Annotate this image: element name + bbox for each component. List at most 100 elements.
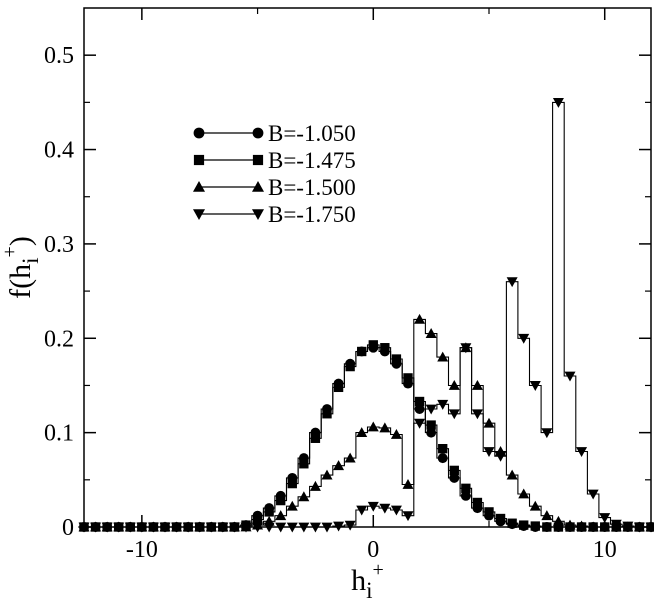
data-point: [576, 520, 588, 531]
data-point: [171, 522, 183, 533]
data-point: [286, 500, 298, 511]
data-point: [194, 522, 206, 533]
data-point: [344, 520, 356, 531]
legend-entry: B=-1.050: [193, 121, 356, 146]
y-tick-label: 0.2: [44, 326, 74, 352]
data-point: [298, 491, 310, 502]
legend-marker: [252, 209, 264, 220]
x-tick-label: -10: [126, 537, 158, 563]
data-point: [599, 521, 611, 532]
legend-label: B=-1.475: [268, 148, 356, 173]
data-point: [484, 507, 494, 517]
data-point: [553, 522, 564, 532]
legend-marker: [193, 127, 205, 139]
data-point: [576, 447, 588, 458]
data-point: [182, 522, 194, 533]
data-point: [356, 427, 368, 438]
data-point: [495, 513, 506, 524]
data-point: [217, 522, 229, 533]
data-point: [391, 354, 402, 364]
data-point: [159, 522, 171, 533]
data-point: [379, 503, 391, 514]
data-point: [344, 452, 356, 463]
data-point: [322, 409, 332, 419]
y-tick-label: 0.4: [44, 138, 74, 164]
series-line: [78, 101, 654, 528]
legend-marker: [193, 209, 205, 220]
data-point: [240, 522, 252, 533]
data-point: [472, 497, 483, 508]
data-point: [367, 421, 379, 432]
plot-frame: [83, 7, 652, 528]
data-point: [506, 277, 518, 288]
data-point: [333, 382, 344, 393]
data-point: [252, 514, 263, 525]
legend-marker: [252, 154, 264, 166]
data-point: [483, 417, 495, 428]
data-point: [275, 510, 287, 521]
series-layer: [78, 97, 654, 533]
data-point: [287, 478, 297, 489]
data-point: [390, 505, 402, 516]
data-point: [437, 399, 449, 410]
y-axis-title: f(hi+): [0, 236, 43, 299]
data-point: [518, 333, 530, 344]
data-point: [299, 459, 309, 469]
data-point: [357, 346, 367, 357]
y-tick-label: 0.3: [44, 232, 74, 258]
data-point: [587, 489, 599, 500]
data-point: [564, 371, 576, 382]
data-point: [507, 518, 517, 528]
data-point: [426, 420, 436, 430]
data-point: [437, 351, 449, 362]
data-point: [529, 500, 541, 511]
data-point: [426, 427, 437, 438]
data-point: [483, 447, 495, 458]
data-point: [403, 373, 413, 383]
data-point: [263, 522, 275, 533]
data-point: [448, 379, 460, 390]
ticks-layer: 0 0.1 0.2 0.3 0.4 0.5 -10 0 10: [44, 8, 651, 563]
data-point: [610, 519, 622, 530]
data-point: [449, 465, 459, 476]
data-point: [425, 404, 437, 415]
data-point: [448, 409, 460, 420]
data-point: [449, 472, 460, 483]
legend-marker: [193, 181, 205, 192]
series-circle: [78, 342, 654, 532]
data-point: [541, 510, 553, 521]
data-point: [622, 521, 634, 532]
data-point: [518, 488, 530, 499]
data-point: [529, 381, 541, 391]
data-point: [564, 519, 576, 530]
data-point: [345, 361, 355, 372]
data-point: [414, 404, 425, 414]
legend-marker: [252, 181, 264, 192]
y-tick-label: 0: [62, 515, 74, 541]
data-point: [113, 522, 125, 533]
data-point: [368, 340, 378, 350]
x-tick-label: 0: [367, 537, 379, 563]
data-point: [309, 522, 321, 533]
data-point: [437, 453, 448, 464]
data-point: [530, 521, 540, 531]
data-point: [286, 522, 298, 533]
data-point: [471, 379, 483, 390]
data-point: [124, 522, 136, 533]
data-point: [402, 511, 414, 522]
data-point: [460, 343, 472, 354]
legend-entry: B=-1.475: [193, 148, 356, 173]
data-point: [390, 429, 402, 439]
data-point: [414, 313, 426, 324]
data-point: [495, 451, 507, 462]
series-triangle-down: [78, 97, 654, 533]
data-point: [205, 522, 217, 533]
data-point: [599, 513, 611, 524]
data-point: [264, 507, 274, 517]
data-point: [552, 97, 564, 108]
legend-label: B=-1.750: [268, 202, 356, 227]
legend-label: B=-1.500: [268, 175, 356, 200]
data-point: [333, 521, 345, 532]
data-point: [379, 422, 391, 433]
